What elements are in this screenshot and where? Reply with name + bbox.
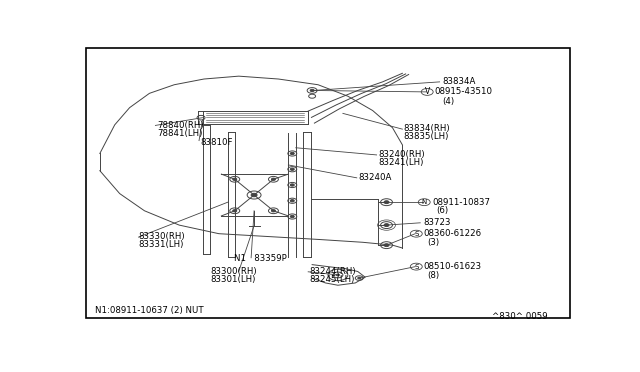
- Circle shape: [358, 277, 361, 279]
- Circle shape: [291, 184, 294, 186]
- Text: 83835(LH): 83835(LH): [403, 132, 449, 141]
- Circle shape: [291, 168, 294, 170]
- Text: S: S: [414, 264, 419, 270]
- Circle shape: [337, 274, 339, 276]
- Circle shape: [384, 201, 389, 203]
- Text: 83241(LH): 83241(LH): [379, 158, 424, 167]
- Text: V: V: [424, 87, 430, 96]
- Text: (6): (6): [436, 206, 448, 215]
- Text: 08915-43510: 08915-43510: [435, 87, 493, 96]
- Text: N: N: [422, 199, 427, 205]
- Text: N1   83359P: N1 83359P: [234, 254, 287, 263]
- Circle shape: [291, 200, 294, 202]
- Text: 83810F: 83810F: [200, 138, 232, 147]
- Text: 83244(RH): 83244(RH): [309, 267, 356, 276]
- Text: 08510-61623: 08510-61623: [423, 262, 481, 271]
- Text: (8): (8): [428, 271, 439, 280]
- Circle shape: [271, 178, 275, 180]
- Text: 83240A: 83240A: [359, 173, 392, 182]
- Circle shape: [310, 89, 314, 92]
- Text: 83331(LH): 83331(LH): [138, 240, 184, 249]
- Text: 83834A: 83834A: [442, 77, 476, 86]
- Text: ^830^ 0059: ^830^ 0059: [492, 312, 547, 321]
- Text: N1:08911-10637 (2) NUT: N1:08911-10637 (2) NUT: [95, 306, 204, 315]
- Text: 83330(RH): 83330(RH): [138, 232, 185, 241]
- Circle shape: [271, 210, 275, 212]
- Text: 83240(RH): 83240(RH): [379, 150, 425, 158]
- Text: 83834(RH): 83834(RH): [403, 124, 450, 133]
- Text: 83245(LH): 83245(LH): [309, 275, 355, 284]
- Circle shape: [233, 178, 237, 180]
- Circle shape: [291, 153, 294, 155]
- Circle shape: [384, 244, 389, 247]
- Text: 83301(LH): 83301(LH): [210, 275, 255, 284]
- Text: 83300(RH): 83300(RH): [210, 267, 257, 276]
- Text: 78841(LH): 78841(LH): [157, 129, 202, 138]
- Text: 83723: 83723: [423, 218, 451, 227]
- Circle shape: [291, 215, 294, 218]
- Circle shape: [384, 224, 389, 227]
- Text: S: S: [414, 231, 419, 237]
- Text: (4): (4): [442, 97, 454, 106]
- Text: 78840(RH): 78840(RH): [157, 121, 204, 130]
- Circle shape: [233, 210, 237, 212]
- Text: (3): (3): [428, 238, 439, 247]
- Text: 08911-10837: 08911-10837: [432, 198, 490, 207]
- Text: 08360-61226: 08360-61226: [423, 229, 481, 238]
- Circle shape: [251, 193, 257, 197]
